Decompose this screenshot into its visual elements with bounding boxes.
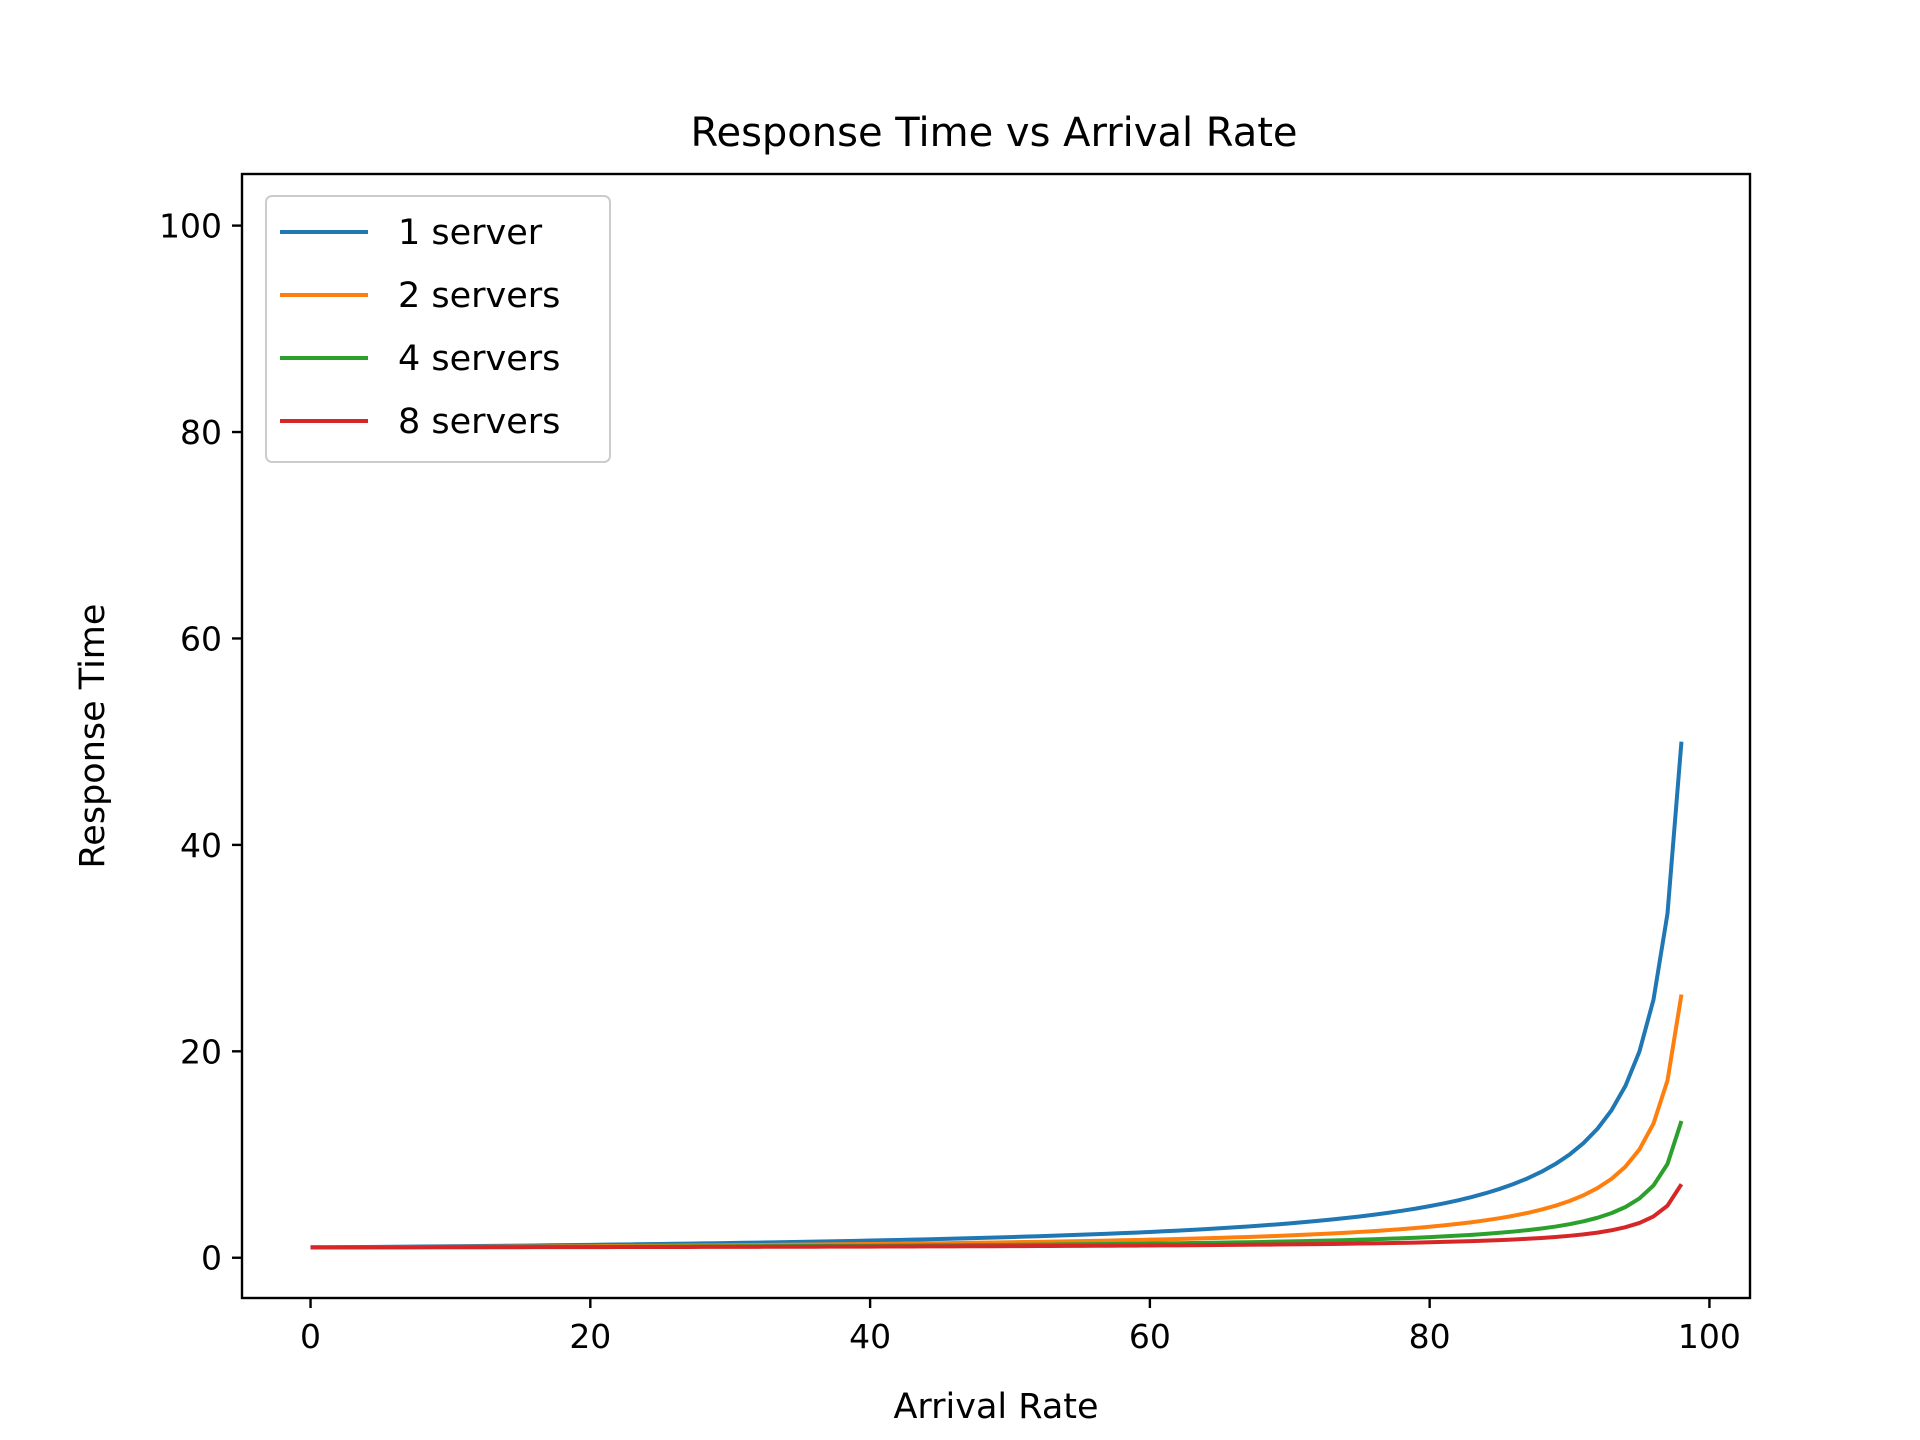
legend-label: 1 server — [398, 213, 543, 253]
y-tick-label: 20 — [180, 1032, 222, 1071]
y-axis-ticks: 0 20 40 60 80 100 — [159, 207, 242, 1278]
y-tick-label: 80 — [180, 413, 222, 452]
series-line-8-servers — [310, 1183, 1684, 1250]
legend-label: 8 servers — [398, 402, 560, 442]
y-axis-label: Response Time — [73, 604, 113, 869]
legend-label: 4 servers — [398, 339, 560, 379]
series-line-4-servers — [310, 1120, 1684, 1250]
y-tick-label: 40 — [180, 826, 222, 865]
y-tick-label: 0 — [201, 1239, 222, 1278]
legend-label: 2 servers — [398, 276, 560, 316]
y-tick-label: 60 — [180, 619, 222, 658]
x-tick-label: 100 — [1678, 1317, 1741, 1356]
x-tick-label: 80 — [1409, 1317, 1451, 1356]
plot-frame — [240, 172, 1752, 1300]
chart-title: Response Time vs Arrival Rate — [690, 110, 1297, 156]
legend: 1 server 2 servers 4 servers 8 servers — [265, 195, 611, 463]
series-line-1-server — [310, 741, 1684, 1250]
series-layer — [310, 741, 1684, 1250]
series-line-2-servers — [310, 994, 1684, 1250]
x-tick-label: 20 — [569, 1317, 611, 1356]
x-axis-label: Arrival Rate — [893, 1387, 1098, 1427]
x-axis-ticks: 0 20 40 60 80 100 — [300, 1298, 1741, 1356]
x-tick-label: 0 — [300, 1317, 321, 1356]
x-tick-label: 60 — [1129, 1317, 1171, 1356]
y-tick-label: 100 — [159, 207, 222, 246]
legend-box — [265, 195, 611, 463]
x-tick-label: 40 — [849, 1317, 891, 1356]
